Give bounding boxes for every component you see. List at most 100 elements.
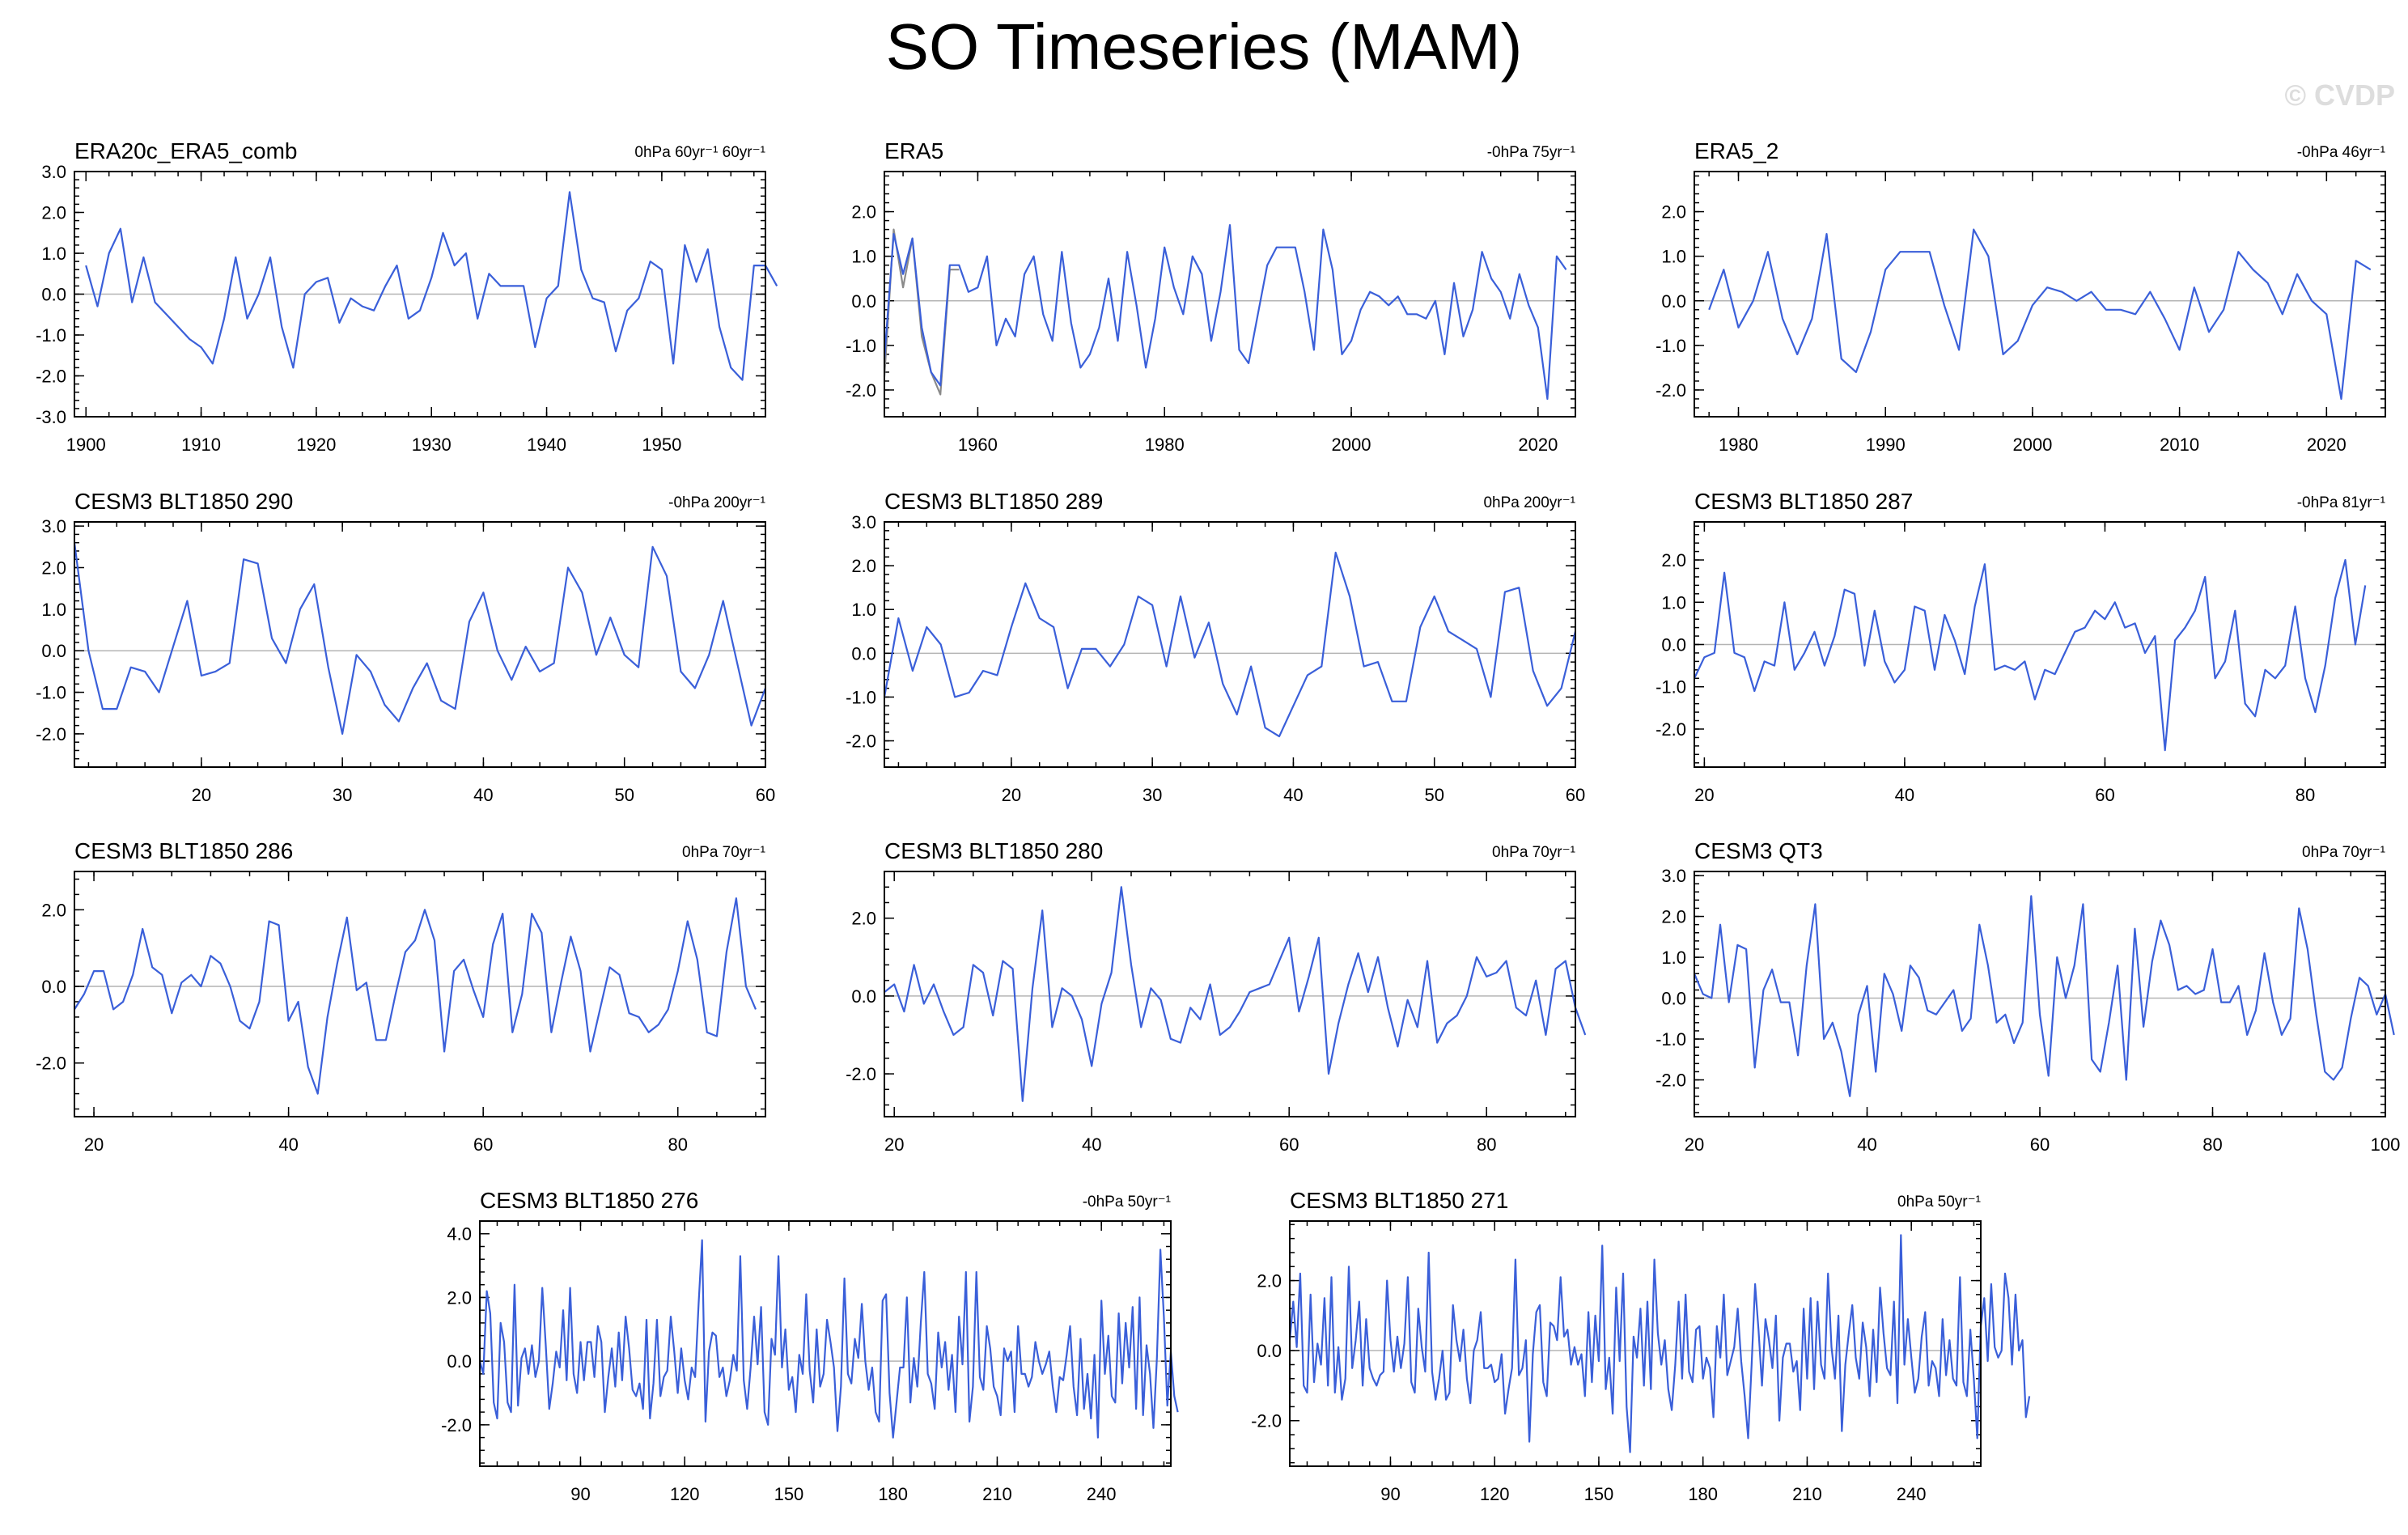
x-tick-label: 120 [670, 1484, 700, 1504]
y-tick-label: -1.0 [1656, 677, 1686, 698]
y-tick-label: 0.0 [851, 291, 876, 312]
x-tick-label: 20 [192, 785, 211, 805]
panel-trend-label: -0hPa 200yr⁻¹ [668, 494, 765, 511]
y-tick-label: -1.0 [846, 336, 876, 356]
y-tick-label: -1.0 [846, 687, 876, 707]
panel-title: CESM3 BLT1850 290 [74, 489, 293, 514]
panel-title: CESM3 BLT1850 289 [884, 489, 1103, 514]
y-tick-label: 1.0 [1661, 592, 1686, 613]
plot-frame [1694, 871, 2386, 1117]
series-line [883, 224, 1567, 401]
x-tick-label: 20 [84, 1134, 104, 1155]
x-tick-label: 50 [614, 785, 634, 805]
y-tick-label: -2.0 [36, 724, 66, 744]
plot-frame [74, 171, 766, 418]
panel-title: CESM3 QT3 [1694, 838, 1823, 863]
panel-trend-label: 0hPa 200yr⁻¹ [1483, 494, 1575, 511]
plot-frame [884, 521, 1576, 768]
y-tick-label: 2.0 [1257, 1271, 1282, 1291]
y-tick-label: 2.0 [1661, 202, 1686, 223]
y-tick-label: 0.0 [41, 641, 66, 661]
panel-trend-label: 0hPa 70yr⁻¹ [2302, 844, 2385, 861]
panel-title: CESM3 BLT1850 286 [74, 838, 293, 863]
x-tick-label: 180 [878, 1484, 908, 1504]
y-tick-label: 0.0 [447, 1351, 472, 1372]
x-tick-label: 20 [1002, 785, 1021, 805]
y-tick-label: 0.0 [1661, 989, 1686, 1009]
x-tick-label: 80 [668, 1134, 688, 1155]
y-tick-label: 2.0 [41, 558, 66, 578]
y-tick-label: 1.0 [851, 600, 876, 620]
x-tick-label: 20 [1694, 785, 1714, 805]
x-tick-label: 40 [473, 785, 493, 805]
y-tick-label: -1.0 [1656, 336, 1686, 356]
y-tick-label: -2.0 [36, 1054, 66, 1074]
y-tick-label: -3.0 [36, 407, 66, 427]
chart-panel: CESM3 QT3 0hPa 70yr⁻¹ -2.0 -1.0 0.0 1.0 2.0 3.0… [1656, 838, 2400, 1155]
y-tick-label: -2.0 [1251, 1411, 1282, 1431]
y-tick-label: 2.0 [851, 202, 876, 223]
y-tick-label: 1.0 [1661, 247, 1686, 267]
y-tick-label: 0.0 [1661, 635, 1686, 655]
chart-panel: ERA20c_ERA5_comb 0hPa 60yr⁻¹ 60yr⁻¹ -3.0 -2… [36, 138, 778, 455]
series-line [884, 886, 1587, 1102]
y-tick-label: 3.0 [851, 512, 876, 532]
x-tick-label: 20 [884, 1134, 904, 1155]
x-tick-label: 210 [1792, 1484, 1822, 1504]
y-tick-label: 2.0 [1661, 550, 1686, 570]
panel-trend-label: 0hPa 70yr⁻¹ [1492, 844, 1575, 861]
x-tick-label: 60 [756, 785, 775, 805]
chart-panel: CESM3 BLT1850 289 0hPa 200yr⁻¹ -2.0 -1.0 0.0… [846, 489, 1585, 805]
x-tick-label: 30 [1143, 785, 1162, 805]
panel-title: ERA5_2 [1694, 138, 1778, 163]
y-tick-label: 0.0 [41, 977, 66, 997]
x-tick-label: 60 [1566, 785, 1585, 805]
y-tick-label: 1.0 [41, 600, 66, 620]
chart-panel: CESM3 BLT1850 286 0hPa 70yr⁻¹ -2.0 0.0 2.0 20… [36, 838, 766, 1155]
chart-panel: ERA5_2 -0hPa 46yr⁻¹ -2.0 -1.0 0.0 1.0 2.0 1980 1… [1656, 138, 2386, 455]
chart-panel: CESM3 BLT1850 290 -0hPa 200yr⁻¹ -2.0 -1.0 0.… [36, 489, 775, 805]
y-tick-label: -1.0 [1656, 1029, 1686, 1049]
x-tick-label: 240 [1087, 1484, 1117, 1504]
y-tick-label: -1.0 [36, 325, 66, 346]
y-tick-label: -2.0 [1656, 1071, 1686, 1091]
panels-grid: ERA20c_ERA5_comb 0hPa 60yr⁻¹ 60yr⁻¹ -3.0 -2… [36, 138, 2400, 1504]
plot-frame [74, 871, 766, 1117]
y-tick-label: 1.0 [1661, 948, 1686, 968]
x-tick-label: 1990 [1866, 435, 1906, 455]
y-tick-label: 1.0 [851, 247, 876, 267]
y-tick-label: -1.0 [36, 683, 66, 703]
series-line [73, 542, 767, 736]
y-tick-label: -2.0 [846, 1064, 876, 1084]
x-tick-label: 150 [1584, 1484, 1614, 1504]
y-tick-label: -2.0 [846, 731, 876, 752]
y-tick-label: 2.0 [851, 909, 876, 929]
chart-panel: CESM3 BLT1850 287 -0hPa 81yr⁻¹ -2.0 -1.0 0.0… [1656, 489, 2386, 805]
y-tick-label: 0.0 [1257, 1341, 1282, 1361]
chart-panel: CESM3 BLT1850 271 0hPa 50yr⁻¹ -2.0 0.0 2.0 90… [1251, 1188, 2031, 1504]
x-tick-label: 40 [278, 1134, 298, 1155]
series-line-secondary [883, 228, 960, 396]
x-tick-label: 90 [570, 1484, 590, 1504]
x-tick-label: 90 [1380, 1484, 1400, 1504]
panel-trend-label: -0hPa 46yr⁻¹ [2297, 144, 2385, 161]
x-tick-label: 60 [2095, 785, 2114, 805]
chart-panel: CESM3 BLT1850 280 0hPa 70yr⁻¹ -2.0 0.0 2.0 20… [846, 838, 1587, 1155]
x-tick-label: 2020 [2307, 435, 2347, 455]
x-tick-label: 150 [774, 1484, 804, 1504]
x-tick-label: 40 [1895, 785, 1914, 805]
y-tick-label: 1.0 [41, 244, 66, 264]
x-tick-label: 1960 [958, 435, 998, 455]
x-tick-label: 120 [1480, 1484, 1510, 1504]
x-tick-label: 60 [1279, 1134, 1299, 1155]
y-tick-label: -2.0 [441, 1415, 472, 1435]
x-tick-label: 1910 [181, 435, 221, 455]
x-tick-label: 60 [473, 1134, 493, 1155]
plot-frame [74, 521, 766, 768]
chart-panel: CESM3 BLT1850 276 -0hPa 50yr⁻¹ -2.0 0.0 2.0 4… [441, 1188, 1179, 1504]
panel-trend-label: -0hPa 50yr⁻¹ [1083, 1194, 1171, 1211]
panel-trend-label: -0hPa 75yr⁻¹ [1487, 144, 1575, 161]
series-line [478, 1239, 1179, 1439]
panel-trend-label: 0hPa 60yr⁻¹ 60yr⁻¹ [634, 144, 765, 161]
x-tick-label: 180 [1688, 1484, 1718, 1504]
